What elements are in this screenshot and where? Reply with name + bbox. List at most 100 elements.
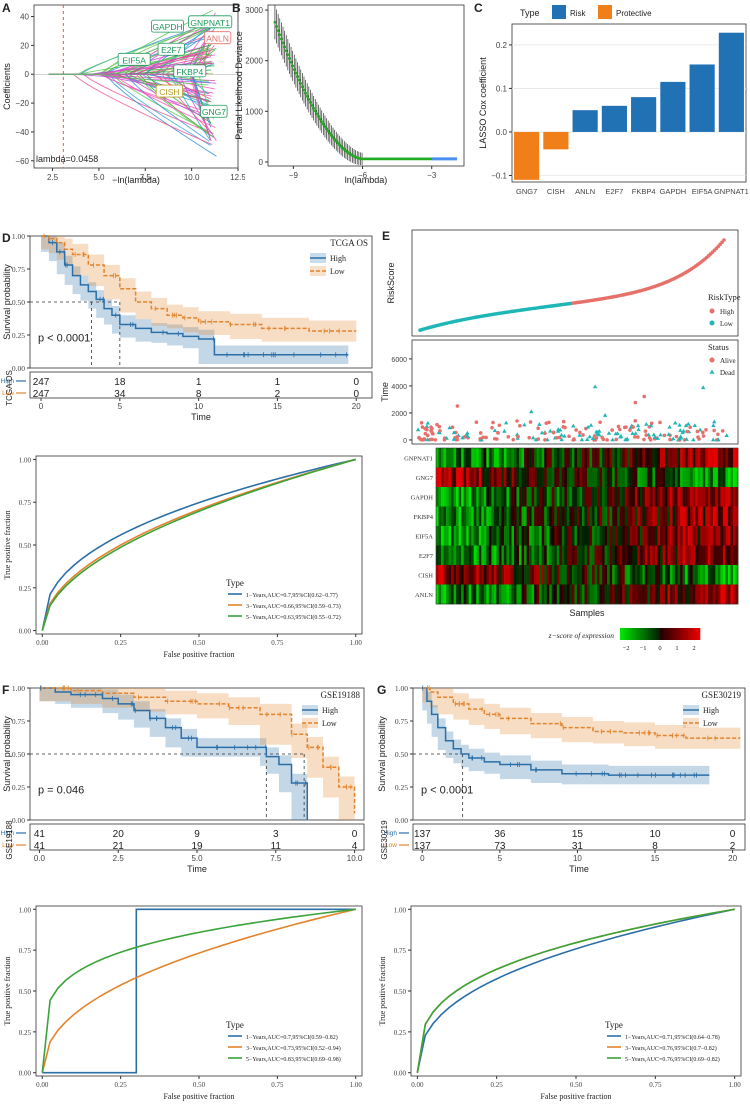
x-tick-label: 0.00 bbox=[36, 1081, 49, 1089]
heatmap-cell bbox=[491, 526, 495, 546]
status-dead-point bbox=[644, 421, 649, 426]
heatmap-cell bbox=[627, 565, 631, 585]
heatmap-cell bbox=[581, 448, 585, 468]
heatmap-cell bbox=[514, 506, 517, 527]
y-axis-label: Survival probability bbox=[377, 716, 387, 792]
heatmap-cell bbox=[451, 487, 454, 507]
heatmap-cell bbox=[524, 545, 527, 566]
heatmap-cell bbox=[622, 584, 626, 605]
heatmap-cell bbox=[632, 506, 636, 527]
heatmap-cell bbox=[556, 448, 560, 468]
x-tick-label: GNPNAT1 bbox=[714, 187, 749, 196]
heatmap-cell bbox=[672, 487, 676, 507]
legend-label: 3−Years,AUC=0.73,95%CI(0.52−0.94) bbox=[246, 1045, 341, 1052]
heatmap-cell bbox=[579, 467, 583, 488]
heatmap-cell bbox=[493, 448, 497, 468]
heatmap-cell bbox=[556, 526, 560, 546]
heatmap-cell bbox=[629, 565, 633, 585]
y-tick-label: 0.25 bbox=[19, 585, 32, 593]
heatmap-cell bbox=[569, 545, 573, 566]
heatmap-cell bbox=[700, 467, 704, 488]
heatmap-cell bbox=[478, 448, 482, 468]
colorbar-step bbox=[682, 628, 685, 640]
heatmap-cell bbox=[556, 487, 560, 507]
heatmap-cell bbox=[571, 467, 575, 488]
y-tick-label: 0.50 bbox=[19, 988, 32, 996]
panel-label: F bbox=[2, 683, 9, 697]
legend-title: Type bbox=[226, 1020, 244, 1030]
heatmap-cell bbox=[657, 584, 661, 605]
heatmap-cell bbox=[544, 487, 548, 507]
heatmap-cell bbox=[539, 467, 542, 488]
heatmap-cell bbox=[654, 467, 658, 488]
heatmap-cell bbox=[539, 565, 542, 585]
heatmap-cell bbox=[662, 584, 666, 605]
heatmap-cell bbox=[493, 545, 497, 566]
heatmap-cell bbox=[649, 506, 653, 527]
heatmap-cell bbox=[697, 506, 701, 527]
x-tick-label: 1.00 bbox=[729, 1081, 742, 1089]
deviance-point bbox=[278, 33, 282, 37]
status-dead-point bbox=[658, 432, 663, 437]
gene-label-box bbox=[173, 64, 207, 78]
heatmap-cell bbox=[690, 487, 693, 507]
colorbar-step bbox=[658, 628, 661, 640]
coef-path bbox=[48, 73, 211, 146]
heatmap-cell bbox=[667, 487, 671, 507]
heatmap-cell bbox=[438, 448, 442, 468]
heatmap-cell bbox=[501, 467, 505, 488]
legend-label: High bbox=[322, 706, 338, 715]
heatmap-cell bbox=[554, 467, 558, 488]
heatmap-cell bbox=[725, 506, 729, 527]
heatmap-cell bbox=[476, 467, 480, 488]
heatmap-cell bbox=[662, 526, 666, 546]
heatmap-cell bbox=[730, 565, 734, 585]
status-dead-point bbox=[724, 433, 729, 438]
colorbar-step bbox=[660, 628, 663, 640]
heatmap-cell bbox=[715, 526, 719, 546]
heatmap-cell bbox=[571, 526, 575, 546]
heatmap-cell bbox=[730, 467, 734, 488]
status-dead-point bbox=[624, 437, 629, 442]
legend-key-alive bbox=[709, 357, 715, 363]
deviance-point bbox=[312, 106, 316, 110]
bar-eif5a bbox=[689, 64, 715, 132]
status-dead-point bbox=[677, 422, 682, 427]
heatmap-cell bbox=[654, 545, 658, 566]
heatmap-cell bbox=[569, 584, 573, 605]
heatmap-cell bbox=[687, 487, 691, 507]
colorbar-step bbox=[632, 628, 635, 640]
x-tick-label: 7.5 bbox=[270, 854, 282, 863]
heatmap-cell bbox=[483, 545, 487, 566]
heatmap-cell bbox=[466, 565, 470, 585]
status-alive-point bbox=[417, 435, 421, 440]
heatmap-cell bbox=[531, 506, 535, 527]
risk-table-frame bbox=[29, 371, 373, 399]
heatmap-cell bbox=[695, 448, 699, 468]
heatmap-cell bbox=[556, 565, 560, 585]
heatmap-cell bbox=[629, 467, 633, 488]
x-tick-label: 15 bbox=[651, 854, 660, 863]
heatmap-cell bbox=[461, 565, 464, 585]
status-alive-point bbox=[455, 404, 460, 408]
heatmap-cell bbox=[642, 584, 646, 605]
deviance-point bbox=[317, 115, 320, 118]
heatmap-cell bbox=[483, 506, 487, 527]
risk-count: 8 bbox=[196, 389, 202, 400]
heatmap-cell bbox=[654, 565, 658, 585]
heatmap-cell bbox=[503, 565, 507, 585]
heatmap-cell bbox=[514, 565, 517, 585]
status-alive-point bbox=[696, 435, 700, 439]
heatmap-cell bbox=[589, 584, 593, 605]
x-tick-label: 15 bbox=[273, 402, 282, 411]
heatmap-cell bbox=[627, 506, 631, 527]
status-alive-point bbox=[442, 437, 447, 442]
heatmap-cell bbox=[702, 506, 706, 527]
status-alive-point bbox=[704, 428, 708, 432]
heatmap-cell bbox=[483, 584, 487, 605]
colorbar-step bbox=[696, 628, 699, 640]
heatmap-cell bbox=[541, 487, 545, 507]
heatmap-cell bbox=[584, 487, 588, 507]
heatmap-cell bbox=[730, 487, 734, 507]
